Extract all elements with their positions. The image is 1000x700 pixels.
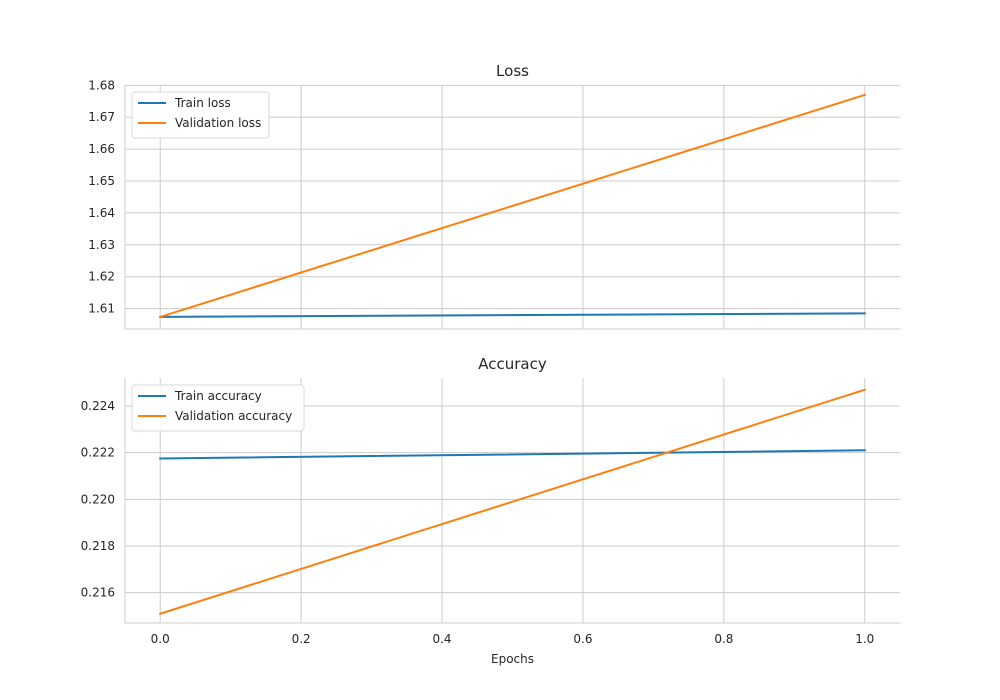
x-tick-label: 0.0	[151, 632, 170, 646]
legend-label-0: Train loss	[174, 96, 231, 110]
chart-panel-1: 0.216 0.218 0.220 0.222 0.224 0.0 0.2 0.4 0.6 0.8…	[81, 355, 900, 666]
series-line-0	[159, 312, 866, 318]
series-line-0	[159, 449, 866, 460]
y-tick-label: 1.62	[88, 270, 115, 284]
y-tick-label: 1.63	[88, 238, 115, 252]
x-axis-label: Epochs	[491, 652, 534, 666]
x-tick-label: 0.4	[432, 632, 451, 646]
y-tick-label: 0.224	[81, 399, 115, 413]
x-tick-label: 1.0	[855, 632, 874, 646]
chart-title: Accuracy	[478, 355, 547, 373]
y-tick-label: 0.216	[81, 586, 115, 600]
legend-label-0: Train accuracy	[174, 389, 262, 403]
series-line-1	[158, 388, 867, 615]
legend-box	[131, 384, 305, 432]
y-tick-label: 1.66	[88, 142, 115, 156]
y-tick-label: 1.61	[88, 302, 115, 316]
y-tick-label: 1.67	[88, 110, 115, 124]
legend-label-1: Validation loss	[175, 116, 261, 130]
y-tick-label: 0.218	[81, 539, 115, 553]
legend-box	[131, 91, 270, 139]
y-tick-label: 1.65	[88, 174, 115, 188]
chart-panel-0: 1.61 1.62 1.63 1.64 1.65 1.66 1.67 1.68 Loss Trai…	[88, 62, 900, 330]
y-tick-label: 0.222	[81, 446, 115, 460]
y-tick-label: 1.64	[88, 206, 115, 220]
y-tick-label: 0.220	[81, 492, 115, 506]
legend-label-1: Validation accuracy	[175, 409, 292, 423]
y-tick-label: 1.68	[88, 78, 115, 92]
chart-title: Loss	[496, 62, 529, 80]
x-tick-label: 0.2	[292, 632, 311, 646]
x-tick-label: 0.8	[714, 632, 733, 646]
series-line-1	[158, 93, 867, 319]
x-tick-label: 0.6	[573, 632, 592, 646]
